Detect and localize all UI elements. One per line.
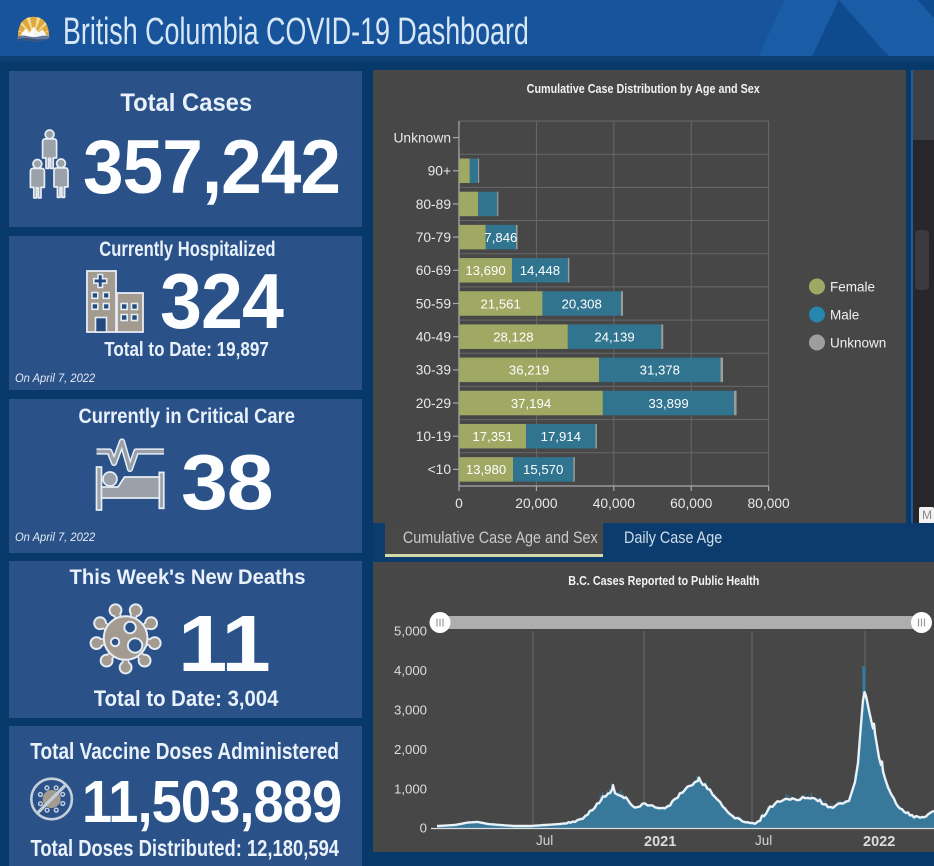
svg-text:17,351: 17,351: [472, 429, 512, 444]
svg-text:20,000: 20,000: [515, 496, 558, 511]
svg-text:13,690: 13,690: [465, 263, 505, 278]
svg-text:10-19: 10-19: [416, 429, 452, 444]
svg-text:30-39: 30-39: [416, 363, 452, 378]
svg-text:13,980: 13,980: [466, 462, 506, 477]
svg-text:2022: 2022: [863, 834, 895, 850]
svg-text:21,561: 21,561: [481, 296, 521, 311]
svg-text:37,194: 37,194: [511, 396, 551, 411]
svg-text:5,000: 5,000: [394, 624, 427, 639]
svg-text:20,308: 20,308: [562, 296, 602, 311]
svg-text:80,000: 80,000: [747, 496, 790, 511]
svg-text:40,000: 40,000: [593, 496, 636, 511]
svg-text:24,139: 24,139: [594, 330, 634, 345]
svg-text:4,000: 4,000: [394, 663, 427, 678]
svg-text:33,899: 33,899: [648, 396, 688, 411]
svg-text:70-79: 70-79: [416, 230, 452, 245]
svg-text:0: 0: [420, 821, 427, 836]
svg-text:40-49: 40-49: [416, 330, 452, 345]
svg-text:14,448: 14,448: [520, 263, 560, 278]
svg-text:31,378: 31,378: [640, 363, 680, 378]
svg-text:15,570: 15,570: [523, 462, 563, 477]
svg-text:7,846: 7,846: [484, 230, 517, 245]
svg-text:0: 0: [455, 496, 463, 511]
svg-text:2021: 2021: [644, 834, 676, 850]
svg-text:80-89: 80-89: [416, 197, 452, 212]
svg-text:Unknown: Unknown: [830, 335, 886, 350]
svg-text:3,000: 3,000: [394, 703, 427, 718]
svg-text:Jul: Jul: [536, 833, 553, 848]
svg-text:<10: <10: [428, 462, 452, 477]
svg-text:Jul: Jul: [755, 833, 772, 848]
svg-text:50-59: 50-59: [416, 296, 452, 311]
svg-text:60,000: 60,000: [670, 496, 713, 511]
svg-text:90+: 90+: [428, 164, 451, 179]
svg-text:1,000: 1,000: [394, 782, 427, 797]
svg-text:60-69: 60-69: [416, 263, 452, 278]
svg-text:36,219: 36,219: [509, 363, 549, 378]
svg-text:28,128: 28,128: [493, 330, 533, 345]
svg-text:Unknown: Unknown: [393, 130, 451, 145]
svg-text:17,914: 17,914: [541, 429, 581, 444]
svg-text:2,000: 2,000: [394, 742, 427, 757]
svg-text:Male: Male: [830, 307, 859, 322]
svg-text:20-29: 20-29: [416, 396, 452, 411]
svg-text:Female: Female: [830, 279, 875, 294]
